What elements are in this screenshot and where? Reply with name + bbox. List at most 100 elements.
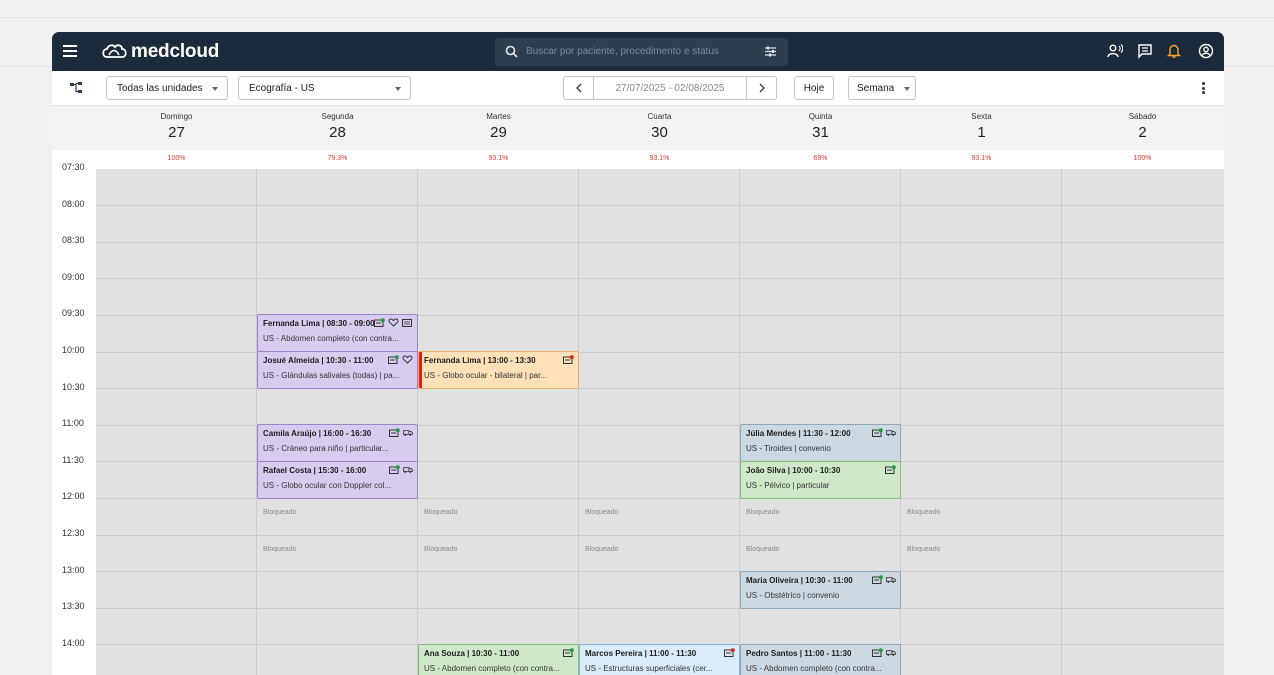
appointment-title: Josué Almeida | 10:30 - 11:00 xyxy=(263,356,374,365)
view-select[interactable]: Semana xyxy=(848,76,916,100)
menu-icon[interactable] xyxy=(63,45,77,57)
appointment-description: US - Glándulas salivales (todas) | pa... xyxy=(263,371,400,380)
time-label: 08:00 xyxy=(62,198,85,209)
grid-row-line xyxy=(96,535,1224,536)
day-occupancy: 93.1% xyxy=(488,155,509,162)
ambulance-icon xyxy=(886,650,896,656)
time-label: 09:00 xyxy=(62,271,85,282)
day-occupancy: 93.1% xyxy=(649,155,670,162)
ambulance-icon xyxy=(886,577,896,583)
bell-icon[interactable] xyxy=(1166,43,1182,59)
search-input[interactable]: Buscar por paciente, procedimento e stat… xyxy=(495,38,788,66)
blocked-slot-label: Bloqueado xyxy=(907,546,941,553)
day-name: Segunda xyxy=(321,112,354,121)
day-occupancy: 69% xyxy=(813,155,828,162)
top-bar: medcloud Buscar por paciente, procedimen… xyxy=(52,32,1224,71)
brand-name: medcloud xyxy=(131,41,220,62)
appointment-card[interactable]: Fernanda Lima | 08:30 - 09:00 US - Abdome… xyxy=(257,314,418,352)
chevron-right-icon xyxy=(759,83,765,93)
day-name: Sábado xyxy=(1128,112,1157,121)
payment-confirmed-icon xyxy=(872,575,883,584)
scheduler-app: medcloud Buscar por paciente, procedimen… xyxy=(52,32,1224,675)
unit-select[interactable]: Todas las unidades xyxy=(106,76,228,100)
appointment-card[interactable]: Fernanda Lima | 13:00 - 13:30 US - Globo … xyxy=(418,351,579,389)
chevron-down-icon xyxy=(904,87,910,91)
day-header-0[interactable]: Domingo 27 xyxy=(96,106,257,141)
modality-select[interactable]: Ecografía - US xyxy=(238,76,411,100)
today-button[interactable]: Hoje xyxy=(794,76,834,100)
chevron-left-icon xyxy=(576,83,582,93)
appointment-card[interactable]: Josué Almeida | 10:30 - 11:00 US - Glándu… xyxy=(257,351,418,389)
appointment-description: US - Globo ocular - bilateral | par... xyxy=(424,371,548,380)
priority-flag xyxy=(419,352,422,388)
appointment-description: US - Abdomen completo (con contra... xyxy=(746,664,882,673)
appointment-description: US - Obstétrico | convenio xyxy=(746,591,840,600)
voice-user-icon[interactable] xyxy=(1107,43,1123,59)
payment-confirmed-icon xyxy=(563,648,574,657)
id-card-icon xyxy=(402,319,412,327)
payment-confirmed-icon xyxy=(388,355,399,364)
grid-column-line xyxy=(417,169,418,675)
appointment-card[interactable]: Marcos Pereira | 11:00 - 11:30 US - Estru… xyxy=(579,644,740,675)
grid-row-line xyxy=(96,205,1224,206)
appointment-icons xyxy=(724,648,735,657)
chevron-down-icon xyxy=(212,87,218,91)
appointment-description: US - Tiroides | convenio xyxy=(746,444,831,453)
day-header-3[interactable]: Cuarta 30 xyxy=(579,106,740,141)
day-header-4[interactable]: Quinta 31 xyxy=(740,106,901,141)
blocked-slot-label: Bloqueado xyxy=(746,546,780,553)
appointment-icons xyxy=(374,318,413,327)
grid-row-line xyxy=(96,242,1224,243)
day-header-5[interactable]: Sexta 1 xyxy=(901,106,1062,141)
appointment-title: Camila Araújo | 16:00 - 16:30 xyxy=(263,429,372,438)
grid-row-line xyxy=(96,608,1224,609)
previous-week-button[interactable] xyxy=(564,77,594,99)
payment-pending-icon xyxy=(724,648,735,657)
unit-select-value: Todas las unidades xyxy=(117,83,203,94)
day-number: 28 xyxy=(329,124,346,141)
blocked-slot-label: Bloqueado xyxy=(263,509,297,516)
payment-confirmed-icon xyxy=(885,465,896,474)
grid-column-line xyxy=(1061,169,1062,675)
grid-row-line xyxy=(96,315,1224,316)
grid-column-line xyxy=(739,169,740,675)
day-header-1[interactable]: Segunda 28 xyxy=(257,106,418,141)
grid-column-line xyxy=(900,169,901,675)
appointment-title: Maria Oliveira | 10:30 - 11:00 xyxy=(746,576,853,585)
blocked-slot-label: Bloqueado xyxy=(907,509,941,516)
grid-row-line xyxy=(96,425,1224,426)
payment-confirmed-icon xyxy=(872,428,883,437)
payment-confirmed-icon xyxy=(872,648,883,657)
payment-confirmed-icon xyxy=(389,465,400,474)
appointment-card[interactable]: Pedro Santos | 11:00 - 11:30 US - Abdomen… xyxy=(740,644,901,675)
appointment-card[interactable]: Júlia Mendes | 11:30 - 12:00 US - Tiroide… xyxy=(740,424,901,462)
time-label: 12:30 xyxy=(62,528,85,538)
day-header-6[interactable]: Sábado 2 xyxy=(1062,106,1223,141)
appointment-card[interactable]: Rafael Costa | 15:30 - 16:00 US - Globo o… xyxy=(257,461,418,499)
time-label: 09:30 xyxy=(62,308,85,319)
brand-logo[interactable]: medcloud xyxy=(100,41,219,63)
blocked-slot-label: Bloqueado xyxy=(424,546,458,553)
hierarchy-icon[interactable] xyxy=(70,82,83,94)
filter-sliders-icon[interactable] xyxy=(764,45,777,58)
next-week-button[interactable] xyxy=(746,77,776,99)
date-range-label[interactable]: 27/07/2025 - 02/08/2025 xyxy=(615,83,725,94)
appointment-title: Júlia Mendes | 11:30 - 12:00 xyxy=(746,429,851,438)
appointment-card[interactable]: Ana Souza | 10:30 - 11:00 US - Abdomen co… xyxy=(418,644,579,675)
appointment-card[interactable]: Maria Oliveira | 10:30 - 11:00 US - Obsté… xyxy=(740,571,901,609)
day-header-2[interactable]: Martes 29 xyxy=(418,106,579,141)
day-name: Domingo xyxy=(160,112,193,121)
appointment-description: US - Abdomen completo (con contra... xyxy=(424,664,560,673)
today-button-label: Hoje xyxy=(803,83,825,94)
more-options-icon[interactable] xyxy=(1199,82,1207,96)
appointment-icons xyxy=(563,648,574,657)
search-placeholder: Buscar por paciente, procedimento e stat… xyxy=(526,46,719,57)
time-label: 10:30 xyxy=(62,381,85,392)
account-icon[interactable] xyxy=(1198,43,1214,59)
chat-icon[interactable] xyxy=(1137,43,1153,59)
appointment-card[interactable]: João Silva | 10:00 - 10:30 US - Pélvico |… xyxy=(740,461,901,499)
payment-confirmed-icon xyxy=(374,318,385,327)
appointment-card[interactable]: Camila Araújo | 16:00 - 16:30 US - Cráneo… xyxy=(257,424,418,462)
appointment-icons xyxy=(563,355,574,364)
time-label: 13:00 xyxy=(62,564,85,575)
